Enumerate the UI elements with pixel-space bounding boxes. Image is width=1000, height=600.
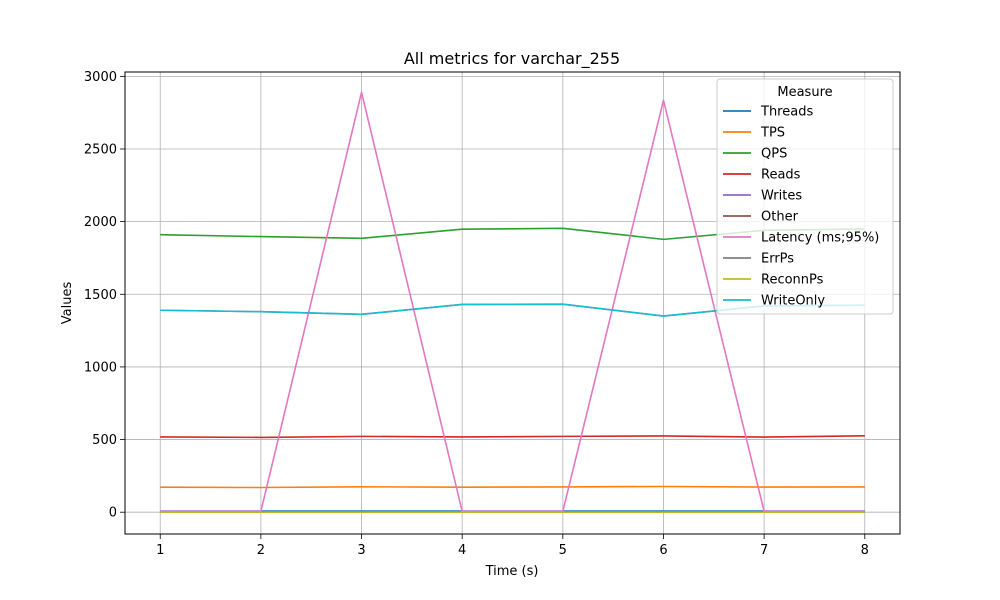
y-tick-label: 500 (92, 433, 117, 448)
x-tick-label: 8 (861, 543, 869, 558)
x-tick-label: 7 (760, 543, 768, 558)
legend-label: TPS (760, 126, 785, 141)
y-tick-label: 0 (109, 506, 117, 521)
x-tick-label: 4 (458, 543, 466, 558)
legend-label: WriteOnly (761, 294, 825, 309)
legend-box (716, 78, 894, 315)
x-tick-label: 1 (156, 543, 164, 558)
legend-label: Threads (760, 105, 813, 120)
legend-items: Threads TPS QPS Reads Writes Other Latency (ms… (723, 105, 879, 309)
series-line-latency-ms-95 (160, 91, 865, 513)
y-tick-label: 2500 (84, 143, 117, 158)
x-axis: 1 2 3 4 5 6 7 8 (156, 534, 869, 558)
legend-title: Measure (777, 85, 832, 100)
y-tick-label: 1500 (84, 288, 117, 303)
legend-label: Reads (761, 168, 801, 183)
x-tick-label: 5 (559, 543, 567, 558)
y-axis: 0 500 1000 1500 2000 2500 3000 (84, 70, 125, 521)
legend-label: Latency (ms;95%) (761, 231, 879, 246)
y-tick-label: 2000 (84, 215, 117, 230)
series-line-tps (160, 485, 865, 489)
legend: Measure Threads TPS QPS Reads Writes Other Lat… (716, 78, 894, 315)
x-axis-title: Time (s) (485, 564, 539, 579)
x-tick-label: 6 (659, 543, 667, 558)
y-tick-label: 3000 (84, 70, 117, 85)
chart-title: All metrics for varchar_255 (404, 49, 620, 69)
plot-frame (124, 71, 901, 535)
legend-label: ReconnPs (761, 273, 824, 288)
x-tick-label: 2 (257, 543, 265, 558)
legend-label: ErrPs (761, 252, 794, 267)
series-line-reads (160, 434, 865, 439)
y-tick-label: 1000 (84, 360, 117, 375)
x-tick-label: 3 (357, 543, 365, 558)
legend-label: Other (761, 210, 799, 225)
y-axis-title: Values (60, 282, 75, 325)
legend-label: QPS (761, 147, 787, 162)
legend-label: Writes (761, 189, 802, 204)
